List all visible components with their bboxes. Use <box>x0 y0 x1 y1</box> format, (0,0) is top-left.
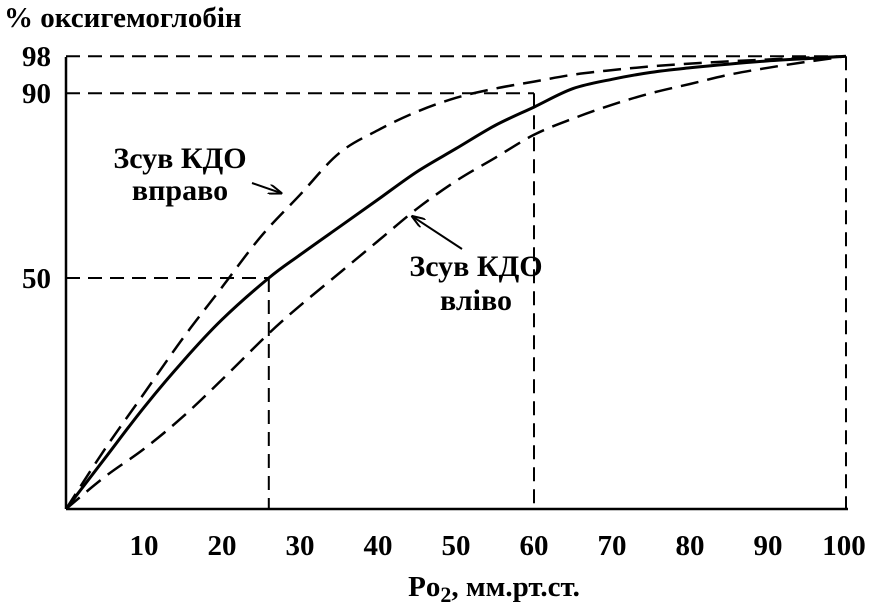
y-tick-label-50: 50 <box>22 263 51 295</box>
x-tick-label-100: 100 <box>822 530 866 562</box>
x-tick-label-20: 20 <box>208 530 237 562</box>
x-tick-label-30: 30 <box>286 530 315 562</box>
annotation-shift-left-line-2: вліво <box>440 284 512 317</box>
curve-dashed-2 <box>65 54 847 510</box>
x-tick-label-80: 80 <box>676 530 705 562</box>
x-tick-label-60: 60 <box>520 530 549 562</box>
y-tick-labels: 98 90 50 <box>22 41 51 295</box>
x-tick-label-40: 40 <box>364 530 393 562</box>
x-tick-label-50: 50 <box>442 530 471 562</box>
curves <box>64 54 847 510</box>
curve-dashed-1 <box>64 54 847 510</box>
x-tick-label-10: 10 <box>130 530 159 562</box>
x-tick-labels: 10 20 30 40 50 60 70 80 90 100 <box>130 530 866 562</box>
x-tick-label-90: 90 <box>754 530 783 562</box>
annotation-shift-right-line-2: вправо <box>132 174 228 207</box>
y-tick-label-90: 90 <box>22 78 51 110</box>
annotation-shift-left-line-1: Зсув КДО <box>409 250 542 283</box>
x-axis-title-suffix: , мм.рт.ст. <box>451 571 580 603</box>
x-axis-title: Po2, мм.рт.ст. <box>408 571 580 606</box>
annotation-shift-right-arrow <box>251 182 281 193</box>
annotation-shift-left-arrow <box>412 216 463 250</box>
x-tick-label-70: 70 <box>598 530 627 562</box>
x-axis-title-prefix: Po <box>408 571 440 603</box>
annotation-shift-left: Зсув КДО вліво <box>409 216 543 317</box>
x-axis-title-subscript: 2 <box>440 582 451 606</box>
annotation-shift-right: Зсув КДО вправо <box>113 142 281 207</box>
curve-normal <box>64 54 847 510</box>
reference-lines <box>66 55 847 509</box>
y-tick-label-98: 98 <box>22 41 51 73</box>
y-axis-title: % оксигемоглобін <box>4 2 242 34</box>
annotation-shift-right-line-1: Зсув КДО <box>113 142 246 175</box>
